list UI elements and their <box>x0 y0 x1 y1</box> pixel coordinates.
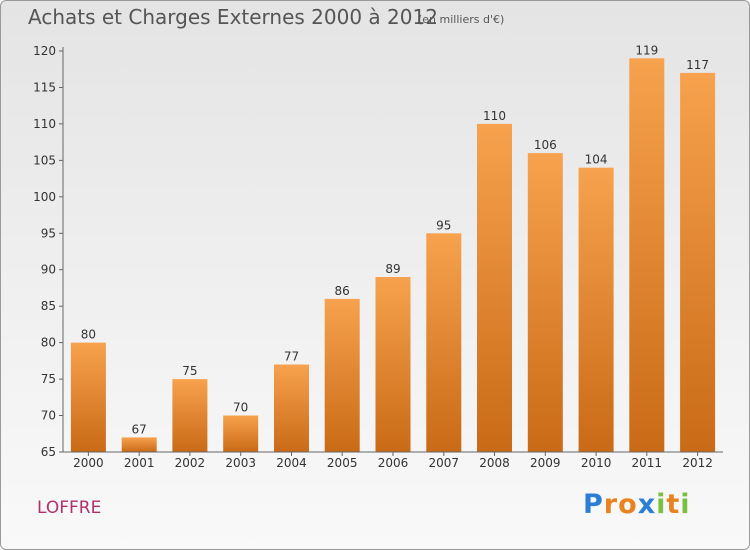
data-label-2010: 104 <box>585 153 608 167</box>
proxiti-logo: Proxiti <box>583 489 691 520</box>
data-label-2011: 119 <box>635 43 658 57</box>
bar-2005 <box>324 298 360 452</box>
data-label-2008: 110 <box>483 109 506 123</box>
y-tick-label-65: 65 <box>41 445 56 459</box>
data-label-2007: 95 <box>436 218 451 232</box>
y-tick-label-100: 100 <box>33 190 56 204</box>
x-tick-label-2003: 2003 <box>225 456 256 470</box>
x-tick-label-2009: 2009 <box>530 456 561 470</box>
y-tick-label-80: 80 <box>41 336 56 350</box>
data-label-2000: 80 <box>81 328 96 342</box>
bar-2006 <box>375 277 411 452</box>
x-tick-label-2000: 2000 <box>73 456 104 470</box>
bar-2007 <box>426 233 462 452</box>
bar-2011 <box>629 58 665 453</box>
commune-name: LOFFRE <box>37 498 102 518</box>
bar-2010 <box>578 167 614 452</box>
data-label-2009: 106 <box>534 138 557 152</box>
x-tick-label-2006: 2006 <box>378 456 409 470</box>
data-label-2001: 67 <box>132 422 147 436</box>
bar-2009 <box>527 153 563 452</box>
data-label-2012: 117 <box>686 58 709 72</box>
bar-2004 <box>274 364 309 452</box>
y-tick-label-95: 95 <box>41 226 56 240</box>
x-tick-label-2007: 2007 <box>429 456 460 470</box>
y-tick-label-115: 115 <box>33 81 56 95</box>
x-tick-label-2012: 2012 <box>682 456 713 470</box>
data-label-2004: 77 <box>284 350 299 364</box>
x-tick-label-2005: 2005 <box>327 456 358 470</box>
y-tick-label-110: 110 <box>33 117 56 131</box>
logo-letter: x <box>637 489 657 520</box>
bar-2008 <box>477 123 512 453</box>
logo-letter: r <box>603 489 619 520</box>
data-label-2002: 75 <box>182 364 197 378</box>
logo-letter: P <box>583 489 604 520</box>
logo-letter: i <box>680 489 691 520</box>
bar-2003 <box>223 415 259 452</box>
y-tick-label-105: 105 <box>33 153 56 167</box>
x-tick-label-2008: 2008 <box>479 456 510 470</box>
x-tick-label-2011: 2011 <box>632 456 663 470</box>
x-tick-label-2002: 2002 <box>175 456 206 470</box>
x-tick-label-2004: 2004 <box>276 456 307 470</box>
y-tick-label-75: 75 <box>41 372 56 386</box>
chart-title: Achats et Charges Externes 2000 à 2012 <box>28 5 438 29</box>
bar-2001 <box>121 437 157 452</box>
data-label-2006: 89 <box>385 262 400 276</box>
data-label-2003: 70 <box>233 401 248 415</box>
bar-2002 <box>172 379 208 452</box>
logo-letter: t <box>666 489 681 520</box>
y-tick-label-85: 85 <box>41 299 56 313</box>
bar-2012 <box>680 72 716 453</box>
unit-label: (en milliers d'€) <box>418 13 505 26</box>
x-tick-label-2001: 2001 <box>124 456 155 470</box>
bar-2000 <box>70 342 106 452</box>
y-tick-label-90: 90 <box>41 263 56 277</box>
logo-letter: o <box>618 489 638 520</box>
logo-letter: i <box>656 489 667 520</box>
data-label-2005: 86 <box>335 284 350 298</box>
y-tick-label-120: 120 <box>33 44 56 58</box>
x-tick-label-2010: 2010 <box>581 456 612 470</box>
y-tick-label-70: 70 <box>41 409 56 423</box>
